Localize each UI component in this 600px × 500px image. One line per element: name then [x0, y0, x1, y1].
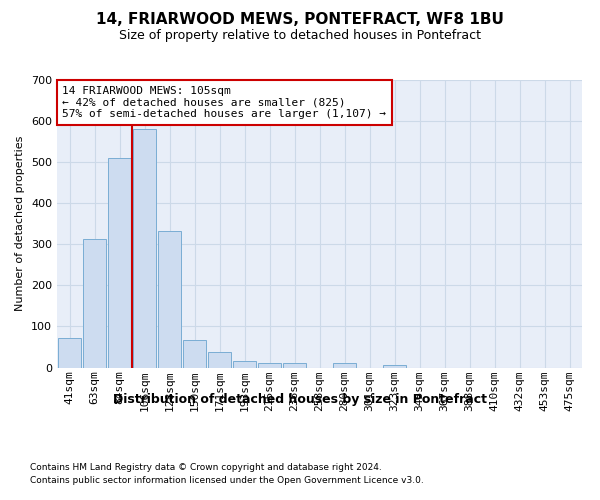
Bar [332, 363, 356, 368]
Bar [83, 240, 106, 368]
Text: 14, FRIARWOOD MEWS, PONTEFRACT, WF8 1BU: 14, FRIARWOOD MEWS, PONTEFRACT, WF8 1BU [96, 12, 504, 28]
Bar [233, 360, 256, 368]
Bar [257, 362, 281, 368]
Text: 14 FRIARWOOD MEWS: 105sqm
← 42% of detached houses are smaller (825)
57% of semi: 14 FRIARWOOD MEWS: 105sqm ← 42% of detac… [62, 86, 386, 119]
Text: Distribution of detached houses by size in Pontefract: Distribution of detached houses by size … [113, 392, 487, 406]
Text: Size of property relative to detached houses in Pontefract: Size of property relative to detached ho… [119, 29, 481, 42]
Y-axis label: Number of detached properties: Number of detached properties [16, 136, 25, 312]
Bar [133, 130, 157, 368]
Text: Contains public sector information licensed under the Open Government Licence v3: Contains public sector information licen… [30, 476, 424, 485]
Bar [58, 338, 82, 368]
Bar [283, 364, 307, 368]
Bar [107, 158, 131, 368]
Text: Contains HM Land Registry data © Crown copyright and database right 2024.: Contains HM Land Registry data © Crown c… [30, 462, 382, 471]
Bar [208, 352, 232, 368]
Bar [182, 340, 206, 367]
Bar [383, 364, 406, 368]
Bar [158, 230, 181, 368]
